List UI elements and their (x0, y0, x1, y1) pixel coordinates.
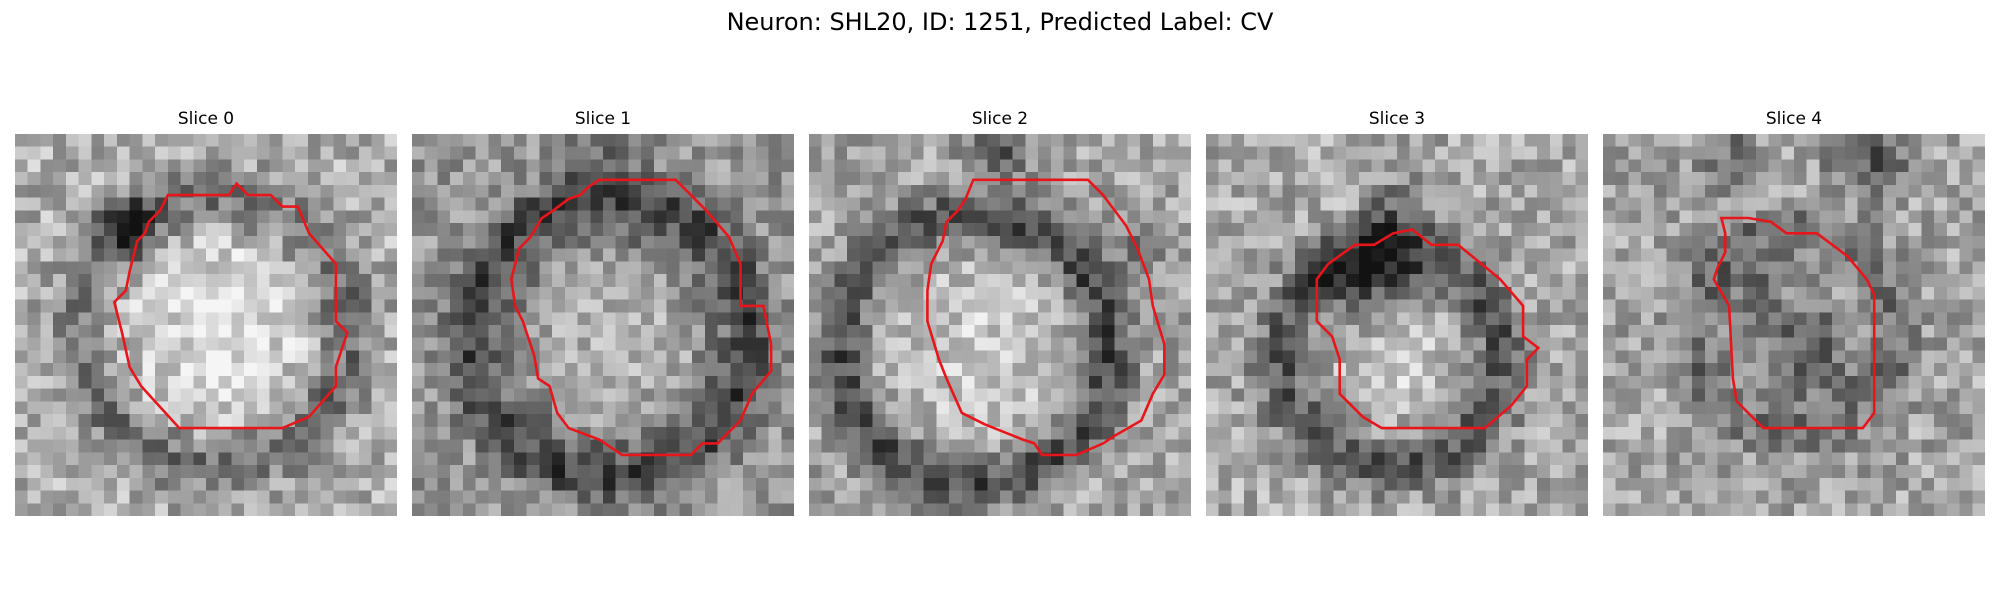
segmentation-outline (926, 178, 1166, 457)
slice-title: Slice 1 (574, 109, 632, 129)
slice-image (1206, 134, 1588, 516)
slice-image (809, 134, 1191, 516)
segmentation-outline (1712, 216, 1876, 430)
slice-title: Slice 2 (971, 109, 1029, 129)
segmentation-outline (1315, 228, 1541, 430)
segmentation-outline (509, 178, 773, 457)
slice-panel-0: Slice 0 (15, 108, 397, 516)
slice-title: Slice 4 (1765, 109, 1823, 129)
slice-image (15, 134, 397, 516)
slice-title: Slice 3 (1368, 109, 1426, 129)
segmentation-outline (112, 181, 349, 430)
slice-image (1603, 134, 1985, 516)
slice-panel-1: Slice 1 (412, 108, 794, 516)
figure-title: Neuron: SHL20, ID: 1251, Predicted Label… (726, 8, 1274, 36)
slice-panel-4: Slice 4 (1603, 108, 1985, 516)
slice-image (412, 134, 794, 516)
slice-panel-3: Slice 3 (1206, 108, 1588, 516)
slice-title: Slice 0 (177, 109, 235, 129)
slice-panel-2: Slice 2 (809, 108, 1191, 516)
